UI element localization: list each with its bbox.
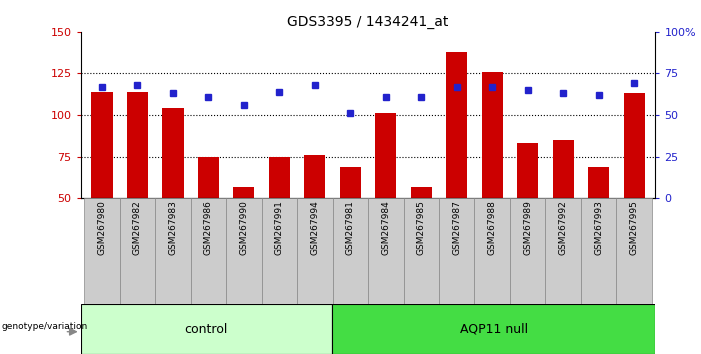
Bar [226,198,261,304]
Text: GSM267986: GSM267986 [204,200,213,255]
Bar [155,198,191,304]
Text: GSM267987: GSM267987 [452,200,461,255]
Bar [404,198,439,304]
Bar [368,198,404,304]
Bar [482,72,503,198]
Bar [446,52,468,198]
Text: GSM267983: GSM267983 [168,200,177,255]
Text: GSM267992: GSM267992 [559,200,568,255]
Title: GDS3395 / 1434241_at: GDS3395 / 1434241_at [287,16,449,29]
Bar [81,304,332,354]
Text: GSM267984: GSM267984 [381,200,390,255]
Bar [198,156,219,198]
Text: GSM267981: GSM267981 [346,200,355,255]
Text: GSM267990: GSM267990 [239,200,248,255]
Bar [340,167,361,198]
Bar [510,198,545,304]
Bar [623,93,645,198]
Text: GSM267985: GSM267985 [417,200,426,255]
Text: GSM267982: GSM267982 [133,200,142,255]
Bar [332,304,655,354]
Bar [616,198,652,304]
Bar [84,198,120,304]
Bar [332,198,368,304]
Bar [475,198,510,304]
Bar [588,167,609,198]
Text: control: control [184,323,228,336]
Bar [127,92,148,198]
Bar [304,155,325,198]
Text: GSM267989: GSM267989 [523,200,532,255]
Bar [91,92,113,198]
Bar [120,198,155,304]
Bar [162,108,184,198]
Bar [545,198,581,304]
Bar [261,198,297,304]
Bar [297,198,332,304]
Bar [375,113,396,198]
Bar [411,187,432,198]
Text: GSM267993: GSM267993 [594,200,603,255]
Text: GSM267991: GSM267991 [275,200,284,255]
Text: GSM267980: GSM267980 [97,200,107,255]
Bar [581,198,616,304]
Text: genotype/variation: genotype/variation [1,322,88,331]
Text: GSM267994: GSM267994 [311,200,319,255]
Bar [439,198,475,304]
Bar [233,187,254,198]
Text: AQP11 null: AQP11 null [460,323,528,336]
Bar [268,156,290,198]
Bar [552,140,574,198]
Text: GSM267988: GSM267988 [488,200,497,255]
Text: GSM267995: GSM267995 [629,200,639,255]
Bar [517,143,538,198]
Bar [191,198,226,304]
